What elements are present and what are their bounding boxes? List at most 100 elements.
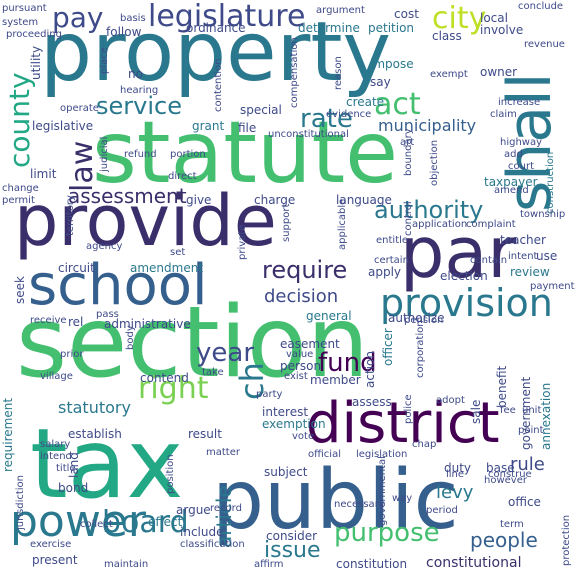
word-compensation: compensation <box>289 37 300 108</box>
word-payment: payment <box>530 281 575 292</box>
word-village: village <box>40 371 73 382</box>
word-classification: classification <box>180 539 245 550</box>
word-taxpayer: taxpayer <box>484 175 538 189</box>
word-constitutional: constitutional <box>426 555 522 571</box>
word-officer: officer <box>381 328 395 366</box>
word-circuit: circuit <box>58 261 95 275</box>
word-revenue: revenue <box>524 39 565 50</box>
word-requirement: requirement <box>1 397 15 472</box>
word-exempt: exempt <box>430 69 468 80</box>
word-record: record <box>210 503 242 514</box>
word-pass: pass <box>96 309 119 320</box>
word-determine: determine <box>298 21 360 35</box>
word-legislation: legislation <box>356 449 408 460</box>
word-seek: seek <box>13 276 27 304</box>
word-consider: consider <box>266 529 318 543</box>
word-give: give <box>186 193 212 207</box>
word-office: office <box>508 495 541 509</box>
word-receive: receive <box>30 315 67 326</box>
word-official: official <box>308 449 341 460</box>
word-authority: authority <box>374 196 484 224</box>
word-collect: collect <box>80 519 113 530</box>
word-boundary: boundary <box>403 128 414 176</box>
word-involve: involve <box>480 23 524 37</box>
word-intend: intend <box>40 451 72 462</box>
word-require: require <box>262 256 348 284</box>
word-township: township <box>520 209 566 220</box>
word-rel: rel <box>68 315 84 329</box>
word-prior: prior <box>60 349 84 360</box>
word-change: change <box>2 183 39 194</box>
word-effect: effect <box>148 515 183 529</box>
word-affirm: affirm <box>254 559 284 570</box>
word-class: class <box>432 29 462 43</box>
word-however: however <box>484 475 527 486</box>
word-administrative: administrative <box>104 317 191 331</box>
word-establish: establish <box>68 427 122 441</box>
word-district: district <box>306 391 500 456</box>
word-special: special <box>240 103 282 117</box>
word-take: take <box>202 367 224 378</box>
word-evidence: evidence <box>326 109 372 120</box>
word-assessment: assessment <box>68 184 187 208</box>
word-direct: direct <box>168 171 197 182</box>
word-unit: unit <box>522 405 542 416</box>
word-include: include <box>180 525 224 539</box>
word-exist: exist <box>284 371 308 382</box>
word-general: general <box>306 309 352 323</box>
word-necessary: necessary <box>334 499 385 510</box>
word-say: say <box>370 75 391 89</box>
word-maintain: maintain <box>104 559 149 570</box>
word-contain: contain <box>470 255 508 266</box>
word-annexation: annexation <box>539 382 553 450</box>
word-entitle: entitle <box>376 235 409 246</box>
word-year: year <box>196 338 255 368</box>
word-provide: provide <box>14 180 277 262</box>
word-assess: assess <box>352 395 392 409</box>
word-chap: chap <box>412 439 437 450</box>
word-duty: duty <box>444 461 472 475</box>
word-point: point <box>518 425 544 436</box>
word-subject: subject <box>264 465 308 479</box>
word-highway: highway <box>500 137 543 148</box>
word-party: party <box>256 389 283 400</box>
word-certain: certain <box>374 255 409 266</box>
word-jurisdiction: jurisdiction <box>15 475 26 530</box>
word-people: people <box>470 528 538 552</box>
word-language: language <box>336 193 392 207</box>
word-county: county <box>3 72 36 168</box>
word-limit: limit <box>30 167 57 181</box>
word-fund: fund <box>318 348 377 378</box>
word-authorize: authorize <box>388 311 445 325</box>
word-set: set <box>170 247 186 258</box>
word-act: act <box>374 87 421 122</box>
word-judicial: judicial <box>99 136 110 172</box>
word-support: support <box>281 203 292 242</box>
word-refund: refund <box>124 149 157 160</box>
word-follow: follow <box>106 25 142 39</box>
word-unconstitutional: unconstitutional <box>268 129 349 140</box>
word-basis: basis <box>120 13 146 24</box>
word-amend: amend <box>494 185 529 196</box>
word-contention: contention <box>213 58 224 112</box>
word-applicable: applicable <box>337 198 348 250</box>
word-legislative: legislative <box>32 119 94 133</box>
word-line: line <box>446 469 465 480</box>
word-pension: pension <box>404 315 444 326</box>
word-petition: petition <box>368 21 415 35</box>
word-member: member <box>310 373 361 387</box>
word-owner: owner <box>480 65 518 79</box>
word-rate: rate <box>300 104 353 134</box>
word-impose: impose <box>370 57 414 71</box>
word-police: police <box>403 394 414 424</box>
word-construe: construe <box>488 469 532 480</box>
word-art: art <box>400 137 415 148</box>
word-issue: issue <box>264 538 321 563</box>
word-exercise: exercise <box>30 539 72 550</box>
word-corporation: corporation <box>415 320 426 378</box>
word-school: school <box>28 253 208 318</box>
word-property: property <box>40 5 392 100</box>
word-statute: statute <box>92 103 399 203</box>
word-board: board <box>102 505 189 540</box>
